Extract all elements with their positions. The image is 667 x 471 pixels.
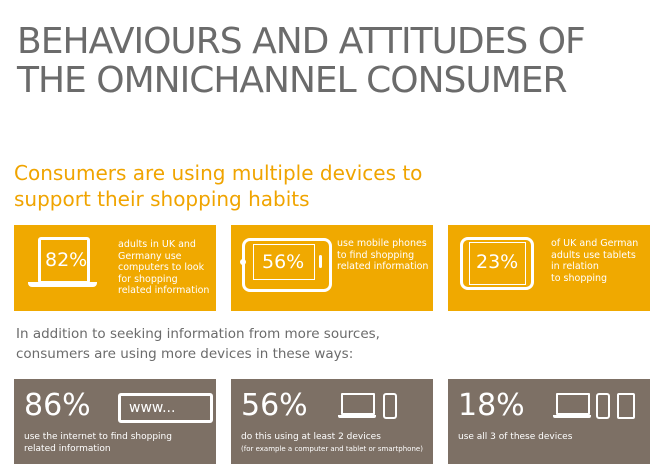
tablet-icon: [617, 393, 635, 419]
intro-line-1: In addition to seeking information from …: [16, 326, 380, 342]
stat-card-computers: 82% adults in UK and Germany use compute…: [14, 225, 216, 311]
smartphone-icon: [383, 393, 397, 419]
usage-note: (for example a computer and tablet or sm…: [241, 445, 423, 453]
usage-card-three-devices: 18% use all 3 of these devices: [448, 379, 650, 464]
usage-description: use all 3 of these devices: [458, 432, 573, 442]
usage-description: use the internet to find shopping relate…: [24, 432, 172, 454]
usage-card-two-devices: 56% do this using at least 2 devices (fo…: [231, 379, 433, 464]
page-title: BEHAVIOURS AND ATTITUDES OF THE OMNICHAN…: [17, 21, 586, 101]
usage-percent: 18%: [458, 388, 525, 423]
intro-text: In addition to seeking information from …: [16, 324, 380, 364]
usage-percent: 56%: [241, 388, 308, 423]
stat-card-mobile: 56% use mobile phones to find shopping r…: [231, 225, 433, 311]
stat-card-tablets: 23% of UK and German adults use tablets …: [448, 225, 650, 311]
stat-percent: 82%: [45, 249, 88, 271]
intro-line-2: consumers are using more devices in thes…: [16, 346, 354, 362]
browser-url-icon: www...: [118, 393, 213, 423]
stat-percent: 23%: [476, 251, 519, 273]
stat-percent: 56%: [262, 251, 305, 273]
usage-description: do this using at least 2 devices: [241, 432, 381, 442]
subtitle-line-1: Consumers are using multiple devices to: [14, 161, 423, 185]
title-line-2: THE OMNICHANNEL CONSUMER: [17, 60, 568, 101]
smartphone-icon: [596, 393, 610, 419]
title-line-1: BEHAVIOURS AND ATTITUDES OF: [17, 21, 586, 62]
stat-description: of UK and German adults use tablets in r…: [551, 238, 639, 284]
stat-description: use mobile phones to find shopping relat…: [337, 238, 429, 272]
usage-card-internet: 86% www... use the internet to find shop…: [14, 379, 216, 464]
stat-description: adults in UK and Germany use computers t…: [118, 239, 210, 296]
subtitle-line-2: support their shopping habits: [14, 187, 310, 211]
usage-percent: 86%: [24, 388, 91, 423]
section-subtitle: Consumers are using multiple devices to …: [14, 160, 422, 212]
